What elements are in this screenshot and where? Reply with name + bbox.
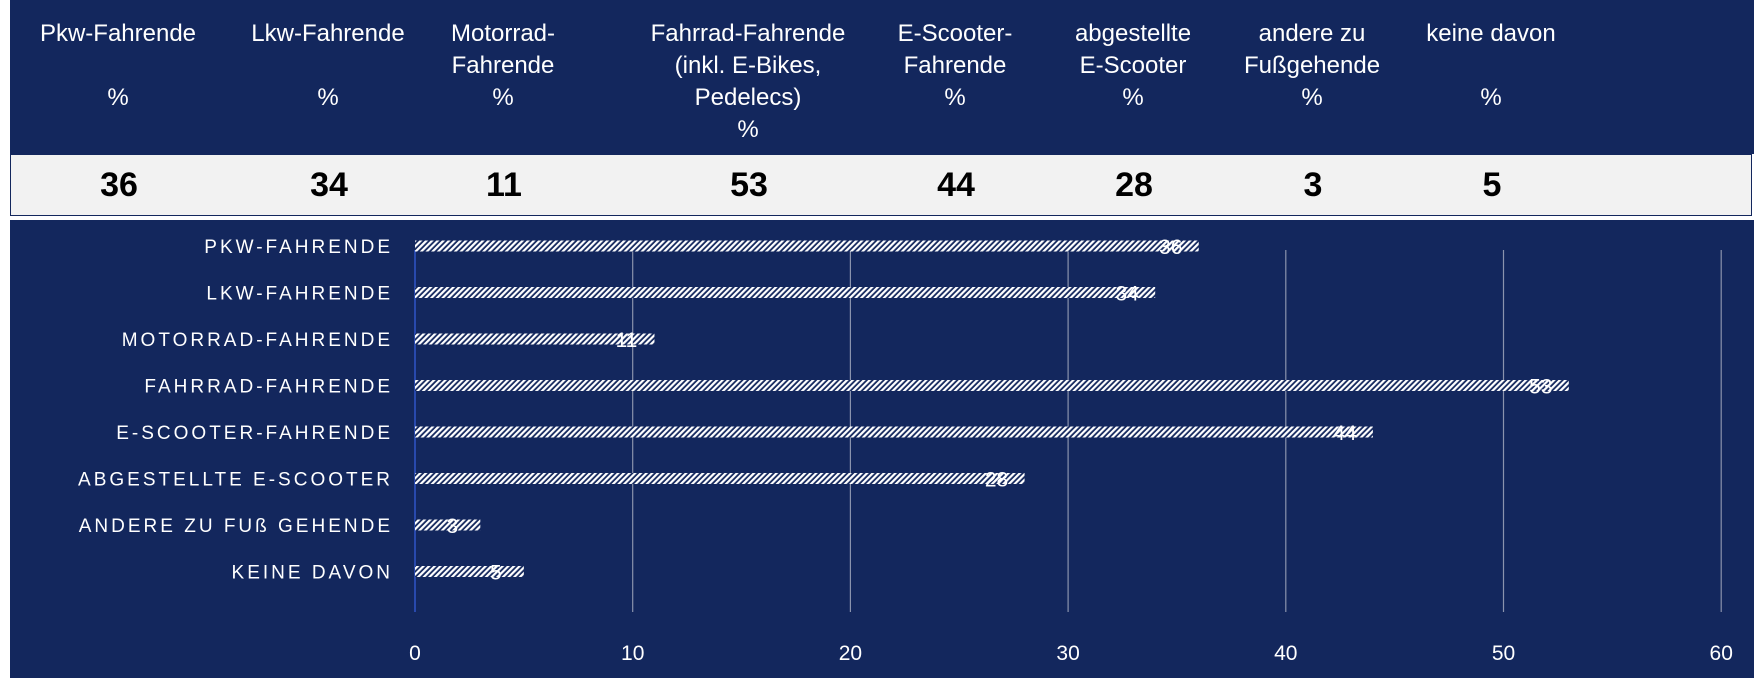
table-header-line: % — [1122, 84, 1144, 111]
x-tick-label: 0 — [409, 642, 421, 665]
data-label: 34 — [1116, 283, 1140, 306]
data-label: 3 — [446, 515, 458, 538]
table-header-cell: Lkw-Fahrende% — [238, 18, 418, 114]
x-tick-label: 10 — [621, 642, 644, 665]
bar-chart: 0 10 20 30 40 50 60 PKW-FAHRENDE 36 LKW-FAHRENDE 3… — [10, 220, 1754, 678]
table-header-line: % — [737, 116, 759, 143]
table-header-line: E-Scooter — [1079, 52, 1187, 79]
table-value-cell: 3 — [1303, 166, 1323, 204]
table-header-line: Fahrende — [451, 52, 555, 79]
x-tick-label: 30 — [1056, 642, 1079, 665]
summary-table: Pkw-Fahrende% Lkw-Fahrende% Motorrad- Fahre… — [10, 0, 1754, 216]
x-tick-label: 20 — [839, 642, 862, 665]
bar — [415, 566, 524, 577]
table-header-line — [13, 50, 223, 82]
category-label: KEINE DAVON — [232, 563, 393, 584]
table-header-line: Motorrad- — [450, 20, 556, 47]
table-header-line: Pedelecs) — [694, 84, 802, 111]
table-header-line: Lkw-Fahrende — [251, 20, 405, 47]
table-header-line: Fahrrad-Fahrende — [650, 20, 846, 47]
table-header-line: % — [1301, 84, 1323, 111]
bar — [415, 426, 1373, 438]
data-label: 36 — [1159, 236, 1182, 259]
data-label: 28 — [985, 469, 1008, 492]
table-value-cell: 44 — [937, 166, 975, 204]
table-header-line: % — [944, 84, 966, 111]
category-label: LKW-FAHRENDE — [206, 284, 393, 305]
x-tick-label: 60 — [1710, 642, 1733, 665]
category-label: E-SCOOTER-FAHRENDE — [116, 423, 393, 444]
table-header-cell: Motorrad- Fahrende% — [428, 18, 578, 114]
table-value-row: 36 34 11 53 44 28 3 5 — [10, 154, 1752, 216]
table-header-cell: Fahrrad-Fahrende (inkl. E-Bikes, Pedelecs)… — [618, 18, 878, 146]
table-header-cell: abgestellte E-Scooter% — [1048, 18, 1218, 114]
category-label: MOTORRAD-FAHRENDE — [122, 330, 393, 351]
category-label: ANDERE ZU FUß GEHENDE — [79, 516, 393, 537]
table-header-line: % — [317, 84, 339, 111]
bar — [415, 333, 655, 345]
bar — [415, 287, 1156, 298]
data-label: 53 — [1529, 376, 1552, 399]
table-header-line — [238, 50, 418, 82]
table-header-line: Fahrende — [903, 52, 1007, 79]
data-label: 44 — [1333, 422, 1357, 445]
table-value-cell: 11 — [486, 166, 522, 204]
data-label: 5 — [490, 562, 502, 585]
table-value-cell: 53 — [730, 166, 768, 204]
table-header-line: keine davon — [1426, 20, 1556, 47]
table-header-line: (inkl. E-Bikes, — [674, 52, 822, 79]
table-value-cell: 28 — [1115, 166, 1153, 204]
bar-chart-svg: 0 10 20 30 40 50 60 PKW-FAHRENDE 36 LKW-FAHRENDE 3… — [78, 236, 1733, 665]
table-header-cell: E-Scooter- Fahrende% — [875, 18, 1035, 114]
table-value-cell: 5 — [1482, 166, 1502, 204]
category-label: FAHRRAD-FAHRENDE — [144, 377, 393, 398]
table-header-line: Fußgehende — [1243, 52, 1381, 79]
table-header-line: abgestellte — [1074, 20, 1192, 47]
bar — [415, 473, 1025, 484]
table-header-row: Pkw-Fahrende% Lkw-Fahrende% Motorrad- Fahre… — [10, 0, 1754, 154]
category-label: ABGESTELLTE E-SCOOTER — [78, 470, 393, 491]
bar — [415, 240, 1199, 252]
table-header-cell: keine davon% — [1411, 18, 1571, 114]
data-label: 11 — [616, 329, 638, 352]
table-header-line: E-Scooter- — [897, 20, 1013, 47]
table-header-line: andere zu — [1258, 20, 1366, 47]
x-tick-label: 50 — [1492, 642, 1515, 665]
table-header-line: % — [107, 84, 129, 111]
x-tick-label: 40 — [1274, 642, 1297, 665]
table-header-line: % — [1480, 84, 1502, 111]
table-header-cell: andere zu Fußgehende% — [1227, 18, 1397, 114]
bar — [415, 519, 481, 531]
bar — [415, 380, 1569, 391]
table-value-cell: 34 — [310, 166, 348, 204]
table-header-cell: Pkw-Fahrende% — [13, 18, 223, 114]
table-header-line — [1411, 50, 1571, 82]
table-header-line: % — [492, 84, 514, 111]
table-value-cell: 36 — [100, 166, 138, 204]
table-header-line: Pkw-Fahrende — [39, 20, 197, 47]
category-label: PKW-FAHRENDE — [204, 237, 393, 258]
